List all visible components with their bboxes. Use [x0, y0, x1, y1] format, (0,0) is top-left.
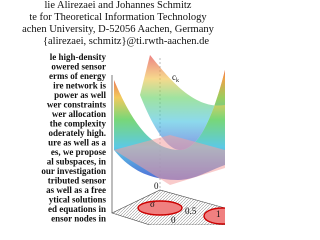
plane	[114, 135, 225, 185]
abstract-line: ytical solutions	[49, 195, 107, 205]
abstract-line: our investigation	[41, 166, 106, 176]
abstract-line: the complexity	[50, 119, 107, 129]
abstract-line: wer allocation	[52, 109, 106, 119]
abstract-line: ire network is	[53, 81, 106, 91]
abstract-line: owered sensor	[51, 62, 106, 72]
figure: ck σ 0 0 0.5 1	[111, 55, 225, 225]
abstract-line: ure as well as a	[48, 138, 106, 148]
x-tick: 1	[216, 209, 221, 219]
email: {alirezaei, schmitz}@ti.rwth-aachen.de	[43, 36, 209, 47]
z-label: ck	[172, 72, 179, 84]
y-label: σ	[150, 199, 155, 209]
abstract-line: ed equations in	[48, 204, 106, 214]
abstract-line: erms of energy	[49, 71, 106, 81]
region	[137, 200, 183, 216]
abstract-line: ensor nodes in	[51, 214, 106, 224]
x-tick: 0	[171, 215, 176, 225]
abstract-line: oderately high.	[49, 128, 107, 138]
region	[203, 207, 225, 225]
abstract-line: power as well	[54, 90, 106, 100]
address: achen University, D-52056 Aachen, German…	[22, 24, 215, 35]
surface	[140, 55, 225, 150]
abstract-line: as well as a free	[46, 185, 106, 195]
y-tick: 0	[154, 181, 159, 191]
abstract-line: tributed sensor	[48, 176, 106, 186]
abstract-line: al subspaces, in	[47, 157, 106, 167]
institute: te for Theoretical Information Technolog…	[29, 12, 207, 23]
abstract-line: wer constraints	[47, 100, 107, 110]
x-tick: 0.5	[185, 206, 197, 216]
abstract-line: le high-density	[50, 52, 107, 62]
authors: lie Alirezaei and Johannes Schmitz	[45, 0, 192, 11]
paper-crop: lie Alirezaei and Johannes Schmitz te fo…	[22, 0, 225, 225]
abstract-line: es, we propose	[51, 147, 106, 157]
page: lie Alirezaei and Johannes Schmitz te fo…	[22, 0, 225, 225]
